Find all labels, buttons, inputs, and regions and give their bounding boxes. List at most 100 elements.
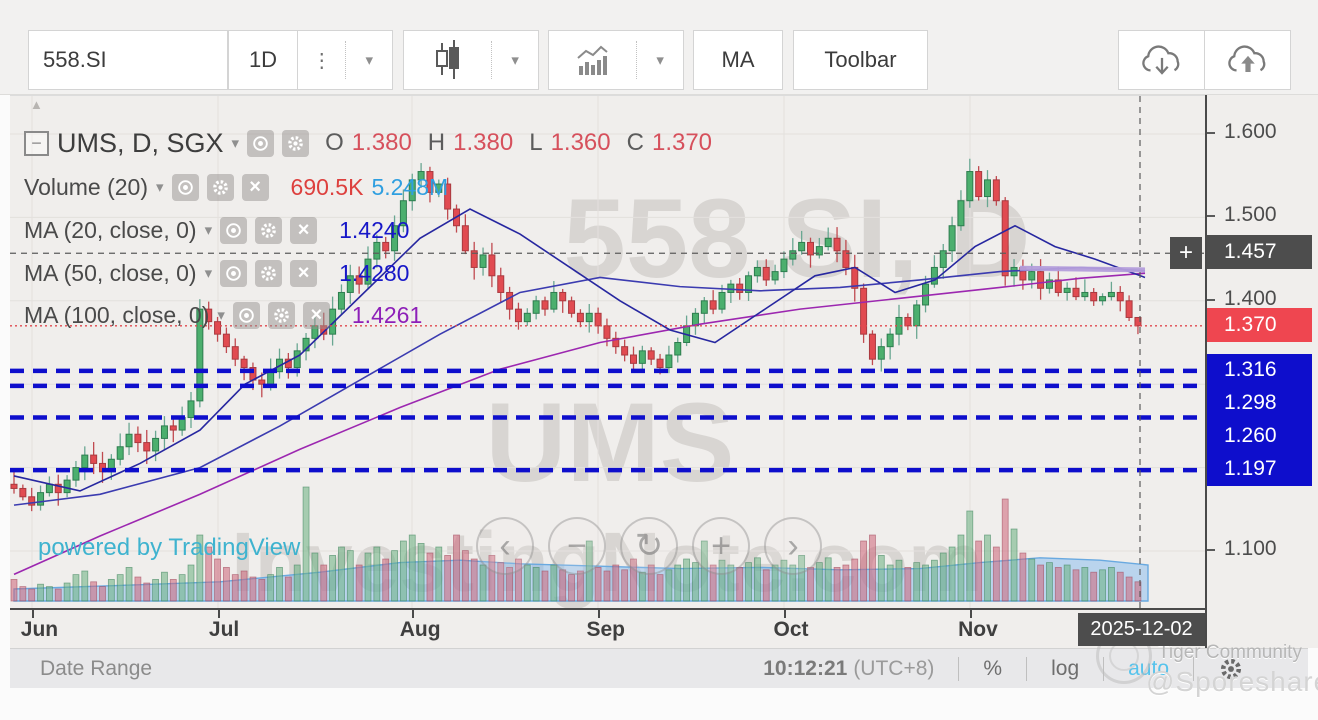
visibility-icon[interactable] — [247, 129, 275, 157]
pan-right-button[interactable]: › — [764, 517, 822, 575]
indicators-icon[interactable] — [549, 31, 636, 89]
legend-main-dropdown-icon[interactable]: ▾ — [231, 135, 240, 152]
indicator-dropdown-icon[interactable]: ▾ — [656, 52, 664, 69]
candle-body — [373, 241, 381, 260]
settings-icon[interactable] — [267, 301, 295, 329]
volume-bar — [355, 564, 363, 602]
volume-bar — [550, 564, 558, 602]
candle-body — [10, 483, 18, 489]
volume-bar — [258, 578, 266, 602]
volume-bar — [10, 578, 18, 602]
ma20-line — [13, 208, 1146, 492]
ma100-dropdown-icon[interactable]: ▾ — [217, 307, 225, 324]
volume-bar — [736, 566, 744, 602]
symbol-button[interactable]: 558.SI — [28, 30, 228, 90]
interval-dropdown-icon[interactable]: ▾ — [365, 52, 373, 69]
settings-icon[interactable] — [255, 259, 283, 287]
visibility-icon[interactable] — [220, 259, 248, 287]
volume-bar — [877, 554, 885, 602]
chart-style-group: ▾ — [403, 30, 539, 90]
candle-body — [753, 266, 761, 277]
candle-body — [267, 371, 275, 385]
volume-bar — [1081, 566, 1089, 602]
reset-view-button[interactable]: ↻ — [620, 517, 678, 575]
zoom-out-button[interactable]: − — [548, 517, 606, 575]
volume-bar — [1116, 571, 1124, 602]
low-value: 1.360 — [550, 129, 611, 156]
candle-body — [1001, 200, 1009, 277]
close-value: 1.370 — [651, 129, 713, 156]
crosshair-plus-icon: + — [1170, 237, 1202, 270]
volume-bar — [329, 554, 337, 602]
volume-bar — [904, 566, 912, 602]
remove-icon[interactable]: × — [290, 259, 318, 287]
candle-body — [19, 487, 27, 498]
volume-bar — [842, 564, 850, 602]
percent-scale-button[interactable]: % — [983, 657, 1003, 680]
high-label: H — [427, 129, 446, 156]
volume-bar — [435, 546, 443, 602]
volume-bar — [178, 574, 186, 602]
interval-button[interactable]: 1D — [228, 30, 298, 90]
price-axis[interactable]: 1.600 1.500 1.400 1.100 1.457 1.370 1.316 1.298… — [1205, 95, 1318, 648]
ma100-label: MA (100, close, 0) — [24, 301, 210, 328]
volume-bar — [169, 578, 177, 602]
cloud-upload-button[interactable] — [1204, 30, 1291, 90]
candle-body — [745, 275, 753, 293]
volume-bar — [399, 540, 407, 602]
candle-body — [488, 254, 496, 277]
ma50-dropdown-icon[interactable]: ▾ — [204, 265, 213, 282]
cloud-download-button[interactable] — [1118, 30, 1205, 90]
volume-bar — [754, 557, 761, 602]
candle-body — [532, 300, 540, 314]
settings-icon[interactable] — [206, 173, 234, 201]
candle-body — [391, 225, 399, 252]
zoom-in-button[interactable]: + — [692, 517, 750, 575]
log-scale-button[interactable]: log — [1051, 657, 1080, 680]
collapse-legend-icon[interactable]: − — [24, 130, 49, 156]
open-value: 1.380 — [351, 129, 412, 156]
candle-body — [833, 237, 841, 252]
pan-left-button[interactable]: ‹ — [476, 517, 534, 575]
ma-button[interactable]: MA — [693, 30, 783, 90]
more-options-icon[interactable]: ⋮ — [311, 49, 332, 72]
scroll-up-icon[interactable]: ▲ — [30, 97, 43, 112]
remove-icon[interactable]: × — [302, 301, 330, 329]
visibility-icon[interactable] — [171, 173, 199, 201]
visibility-icon[interactable] — [220, 216, 248, 244]
legend-row-main: − UMS, D, SGX ▾ O 1.380 H 1.380 L 1.360 … — [24, 126, 712, 160]
volume-bar — [966, 510, 974, 602]
date-range-button[interactable]: Date Range — [40, 657, 153, 680]
candle-body — [444, 183, 452, 210]
settings-icon[interactable] — [282, 129, 310, 157]
volume-bar — [559, 569, 567, 602]
volume-bar — [824, 557, 832, 602]
ma20-dropdown-icon[interactable]: ▾ — [204, 222, 213, 239]
candle-body — [709, 300, 717, 310]
divider — [491, 41, 493, 79]
volume-bar — [1099, 569, 1106, 602]
volume-bar — [1037, 564, 1044, 602]
chart-pane[interactable]: 558.SI, D UMS InvestingNote.com ▲ − UMS,… — [10, 95, 1205, 609]
candle-body — [992, 179, 1000, 202]
volume-bar — [461, 550, 469, 602]
chart-style-dropdown-icon[interactable]: ▾ — [511, 52, 519, 69]
candle-body — [621, 346, 629, 356]
candle-body — [1107, 291, 1115, 298]
remove-icon[interactable]: × — [290, 216, 318, 244]
volume-bar — [338, 546, 345, 602]
volume-bar — [1001, 498, 1009, 602]
tradingview-attribution[interactable]: powered by TradingView — [38, 534, 301, 561]
toolbar-button[interactable]: Toolbar — [793, 30, 928, 90]
visibility-icon[interactable] — [232, 301, 260, 329]
candle-body — [807, 241, 814, 256]
volume-bar — [63, 582, 71, 602]
settings-icon[interactable] — [255, 216, 283, 244]
time-axis[interactable]: 2025-12-02 Jun Jul Aug Sep Oct Nov — [10, 608, 1205, 648]
volume-bar — [957, 534, 965, 602]
remove-icon[interactable]: × — [241, 173, 269, 201]
volume-dropdown-icon[interactable]: ▾ — [156, 179, 164, 196]
candlestick-style-icon[interactable] — [404, 31, 491, 89]
interval-menu-group: ⋮ ▾ — [297, 30, 393, 90]
month-tick — [218, 610, 220, 618]
